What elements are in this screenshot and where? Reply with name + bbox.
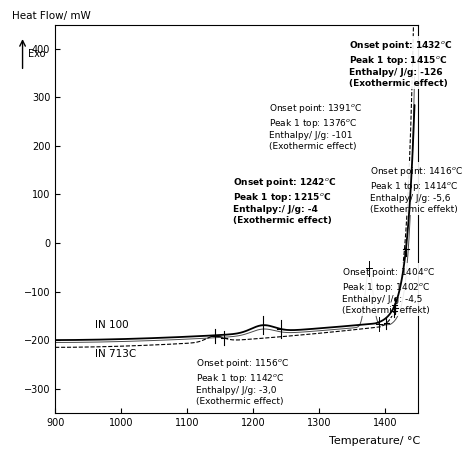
Text: Exo: Exo (28, 49, 46, 59)
Text: IN 713C: IN 713C (95, 349, 136, 359)
Text: Heat Flow/ mW: Heat Flow/ mW (12, 11, 91, 21)
Text: Onset point: 1156$^o$C
Peak 1 top: 1142$^o$C
Enthalpy/ J/g: -3,0
(Exothermic eff: Onset point: 1156$^o$C Peak 1 top: 1142$… (196, 357, 289, 405)
Text: Onset point: 1404$^o$C
Peak 1 top: 1402$^o$C
Enthalpy/ J/g: -4,5
(Exothermic eff: Onset point: 1404$^o$C Peak 1 top: 1402$… (342, 266, 435, 315)
Text: IN 100: IN 100 (95, 320, 128, 330)
Text: Onset point: 1391$^o$C
Peak 1 top: 1376$^o$C
Enthalpy/ J/g: -101
(Exothermic eff: Onset point: 1391$^o$C Peak 1 top: 1376$… (270, 102, 363, 151)
X-axis label: Temperature/ °C: Temperature/ °C (328, 436, 420, 446)
Text: Onset point: 1416$^o$C
Peak 1 top: 1414$^o$C
Enthalpy/ J/g: -5,6
(Exothermic eff: Onset point: 1416$^o$C Peak 1 top: 1414$… (370, 165, 464, 214)
Text: Onset point: 1242$^o$C
Peak 1 top: 1215$^o$C
Enthalpy:/ J/g: -4
(Exothermic effe: Onset point: 1242$^o$C Peak 1 top: 1215$… (233, 176, 337, 225)
Text: Onset point: 1432$^o$C
Peak 1 top: 1415$^o$C
Enthalpy/ J/g: -126
(Exothermic eff: Onset point: 1432$^o$C Peak 1 top: 1415$… (348, 39, 452, 88)
